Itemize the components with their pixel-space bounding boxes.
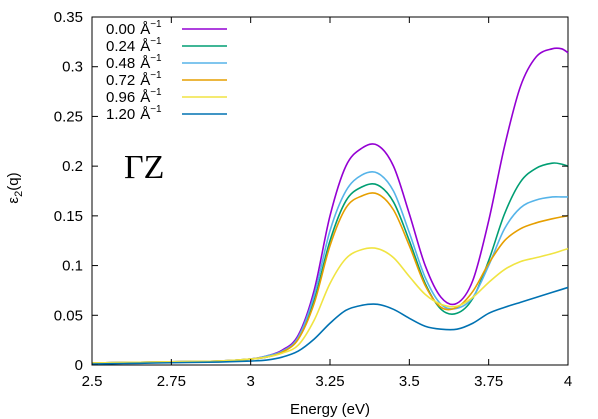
- series-lines: [91, 47, 569, 365]
- legend-unit-exponent: −1: [150, 53, 162, 64]
- plot-area: [91, 16, 569, 366]
- legend-label-5: 1.20 Å−1: [106, 104, 162, 123]
- axes: 2.5 2.75 3 3.25 3.5 3.75 4 0 0.05 0.1 0.15 0.2 0.25 0…: [54, 9, 572, 390]
- plot-frame: [91, 16, 569, 366]
- y-tick-label: 0.05: [54, 307, 83, 324]
- legend-unit: Å: [140, 55, 150, 72]
- legend-label-3: 0.72 Å−1: [106, 70, 162, 89]
- legend-label-4: 0.96 Å−1: [106, 87, 162, 106]
- legend-unit-exponent: −1: [150, 104, 162, 115]
- y-tick-label: 0.35: [54, 9, 83, 26]
- y-axis-label: ε2(q): [5, 172, 25, 203]
- legend-unit: Å: [140, 106, 150, 123]
- x-tick-label: 3: [246, 373, 254, 390]
- y-axis-label-main: ε: [5, 197, 22, 204]
- legend: 0.00 Å−10.24 Å−10.48 Å−10.72 Å−10.96 Å−11.20 Å…: [106, 19, 227, 123]
- legend-label-1: 0.24 Å−1: [106, 36, 162, 55]
- series-line-1: [91, 162, 569, 364]
- x-tick-label: 3.25: [315, 373, 344, 390]
- legend-value: 0.48: [106, 55, 135, 72]
- y-tick-label: 0: [75, 357, 83, 374]
- series-line-5: [91, 286, 569, 365]
- x-axis-label: Energy (eV): [290, 401, 370, 418]
- x-tick-label: 2.75: [157, 373, 186, 390]
- legend-unit: Å: [140, 72, 150, 89]
- y-tick-label: 0.2: [62, 158, 83, 175]
- x-tick-label: 4: [564, 373, 572, 390]
- series-line-0: [91, 47, 569, 364]
- y-axis-label-sub: 2: [13, 191, 25, 197]
- legend-value: 1.20: [106, 106, 135, 123]
- series-line-2: [91, 170, 568, 364]
- y-tick-label: 0.15: [54, 208, 83, 225]
- legend-unit: Å: [140, 38, 150, 55]
- y-tick-label: 0.25: [54, 108, 83, 125]
- legend-unit-exponent: −1: [150, 19, 162, 30]
- x-tick-label: 3.5: [399, 373, 420, 390]
- legend-label-0: 0.00 Å−1: [106, 19, 162, 38]
- legend-value: 0.96: [106, 89, 135, 106]
- legend-value: 0.00: [106, 21, 135, 38]
- legend-label-2: 0.48 Å−1: [106, 53, 162, 72]
- x-tick-label: 2.5: [82, 373, 103, 390]
- x-tick-label: 3.75: [474, 373, 503, 390]
- series-line-4: [91, 247, 569, 364]
- legend-value: 0.72: [106, 72, 135, 89]
- legend-unit: Å: [140, 21, 150, 38]
- y-tick-label: 0.1: [62, 258, 83, 275]
- y-tick-label: 0.3: [62, 59, 83, 76]
- legend-unit: Å: [140, 89, 150, 106]
- legend-unit-exponent: −1: [150, 70, 162, 81]
- annotation-label: ΓZ: [124, 149, 164, 186]
- legend-unit-exponent: −1: [150, 36, 162, 47]
- y-axis-label-rest: (q): [5, 172, 22, 190]
- legend-unit-exponent: −1: [150, 87, 162, 98]
- legend-value: 0.24: [106, 38, 135, 55]
